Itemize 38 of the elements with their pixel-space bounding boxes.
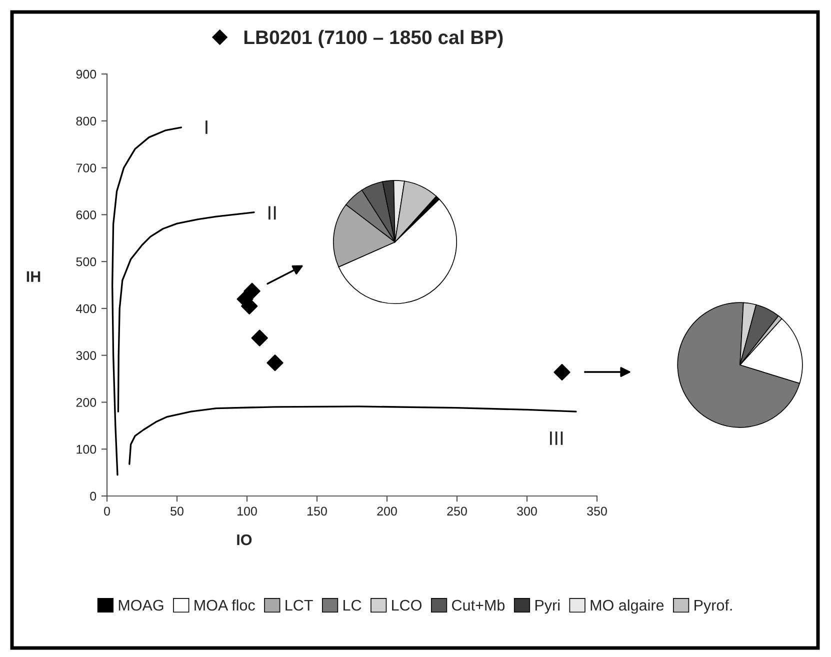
line-series [128,406,577,465]
legend-label: MO algaire [590,599,664,614]
legend-label: Cut+Mb [452,599,505,611]
x-tick-label: 350 [587,506,607,516]
x-tick-label: 100 [238,506,257,516]
y-tick-label: 600 [76,210,96,220]
y-tick-label: 700 [76,164,96,172]
x-tick-label: 200 [377,506,397,516]
y-tick-label: 500 [76,257,96,266]
point [251,330,268,346]
y-tick-label: 900 [76,70,96,79]
annotation: II [268,206,276,220]
legend-label: Pyri [535,599,560,614]
legend-label: MOAG [118,600,164,611]
y-axis-title: IH [26,271,40,282]
annotation: III [550,432,563,445]
y-tick-label: 100 [76,444,96,454]
x-axis-title: IO [237,534,252,546]
y-tick-label: 200 [76,398,96,407]
y-tick-label: 0 [90,492,96,501]
x-tick-label: 0 [104,506,110,516]
legend-label: MOA floc [194,599,255,611]
legend-label: Pyrof. [694,599,732,614]
point [554,364,570,381]
annotation: I [206,120,208,134]
legend-label: LCO [392,600,422,611]
y-tick-label: 800 [76,116,96,126]
point [266,354,284,372]
legend-label: LCT [286,600,313,611]
legend-label: LB0201 (7100 – 1850 cal BP) [244,30,503,48]
x-tick-label: 250 [447,506,467,516]
legend-label: LC [344,600,362,611]
y-tick-label: 300 [76,351,96,360]
x-tick-label: 300 [517,506,537,516]
pie-slice [677,302,800,428]
x-tick-label: 50 [170,506,184,516]
x-tick-label: 150 [308,506,327,516]
y-tick-label: 400 [76,304,96,314]
